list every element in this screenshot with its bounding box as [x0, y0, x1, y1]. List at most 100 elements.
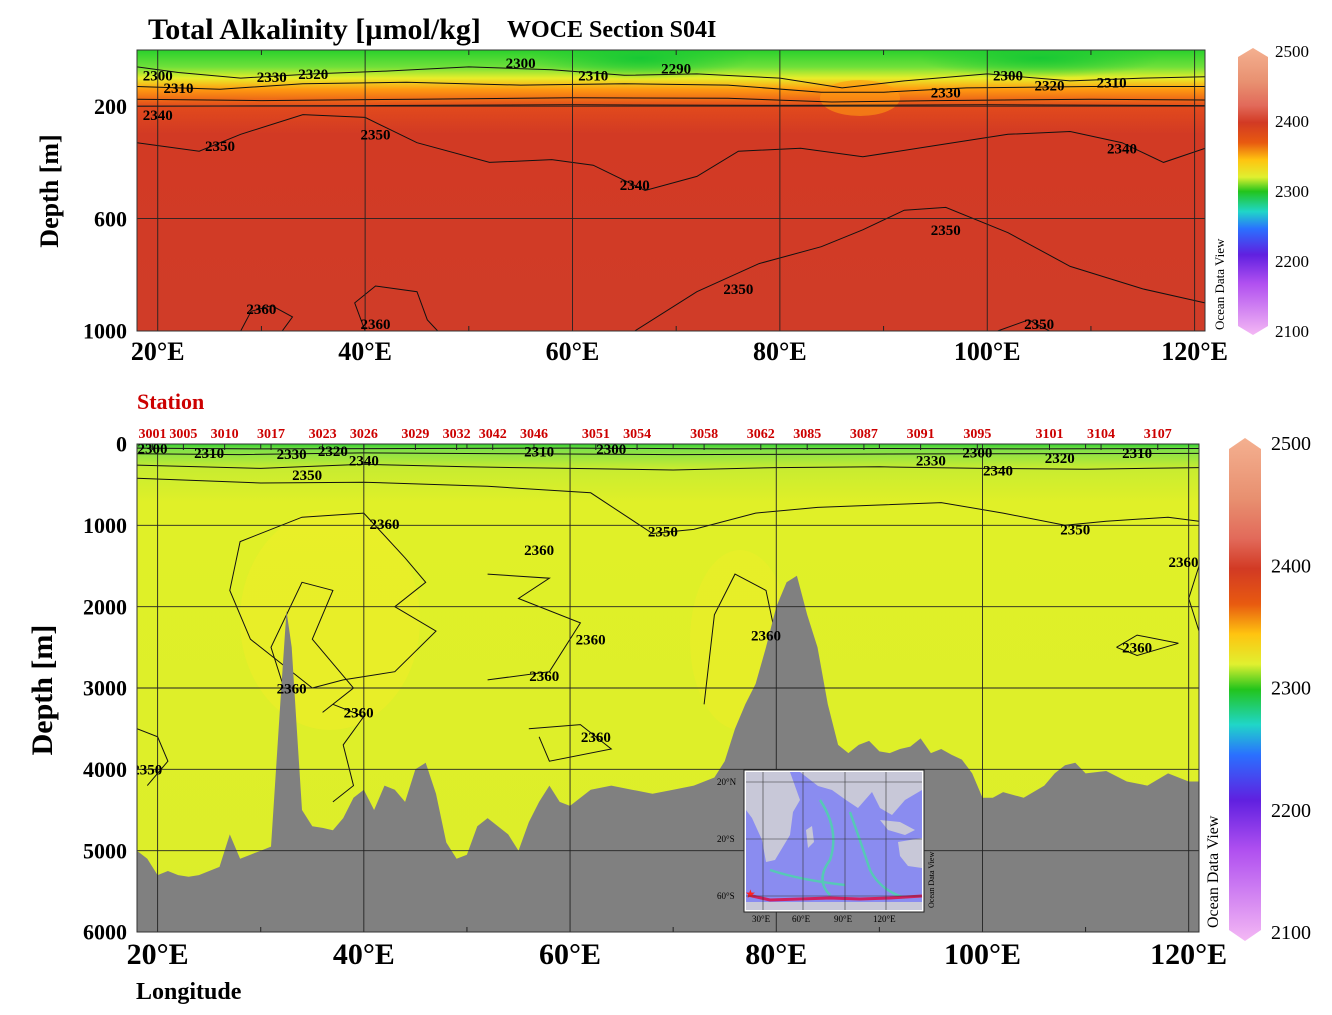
contour-label: 2360 [277, 681, 307, 697]
x-tick-label: 20°E [131, 337, 185, 366]
contour-label: 2310 [194, 446, 224, 462]
contour-label: 2300 [993, 69, 1023, 85]
inset-map: ★ 20°N 20°S 60°S 30°E 60°E 90°E 120°E Oc… [717, 770, 936, 924]
colorbar-tick-label: 2500 [1271, 433, 1311, 455]
contour-label: 2330 [916, 454, 946, 470]
contour-label: 2360 [581, 730, 611, 746]
y-tick-label: 6000 [83, 920, 127, 945]
y-tick-label: 2000 [83, 594, 127, 619]
contour-label: 2300 [506, 56, 536, 72]
contour-label: 2350 [648, 524, 678, 540]
contour-label: 2330 [277, 447, 307, 463]
x-tick-label: 120°E [1161, 337, 1228, 366]
station-heading: Station [137, 389, 204, 414]
colorbar-tick-label: 2200 [1271, 800, 1311, 822]
contour-label: 2320 [318, 444, 348, 460]
y-tick-label: 1000 [83, 319, 127, 344]
bottom-panel: 2300 2310 2330 2320234023502310 230023302300… [26, 432, 1227, 1005]
contour-label: 2350 [1060, 523, 1090, 539]
station-label: 3001 [138, 427, 166, 442]
inset-lon-label-60e: 60°E [792, 914, 811, 924]
x-tick-label: 120°E [1150, 938, 1227, 971]
contour-label: 2350 [360, 128, 390, 144]
colorbar-tick-label: 2400 [1275, 112, 1309, 131]
contour-label: 2350 [205, 139, 235, 155]
contour-label: 2320 [298, 67, 328, 83]
bottom-x-axis-label: Longitude [136, 979, 242, 1005]
inset-antarctic-land [746, 902, 922, 910]
contour-label: 2360 [1122, 641, 1152, 657]
bottom-colorbar: 2500 2400 2300 2200 2100 Ocean Data View [1205, 433, 1311, 944]
station-label: 3054 [623, 427, 651, 442]
y-tick-label: 4000 [83, 757, 127, 782]
top-panel: 230023102330 232023002310 2290233023002320… [35, 36, 1228, 366]
station-label: 3062 [747, 427, 775, 442]
contour-label: 2330 [257, 70, 287, 86]
y-tick-label: 200 [94, 94, 127, 119]
station-label: 3010 [211, 427, 239, 442]
inset-lon-label-90e: 90°E [834, 914, 853, 924]
bottom-yellow-patch [240, 510, 420, 730]
station-label: 3029 [401, 427, 429, 442]
station-labels: 3001 3005 3010 3017 3023 3026 3029 3032 3042 3046… [138, 427, 1171, 442]
contour-label: 2310 [1097, 76, 1127, 92]
contour-label: 2310 [524, 445, 554, 461]
contour-label: 2340 [349, 454, 379, 470]
colorbar-tick-label: 2500 [1275, 42, 1309, 61]
contour-label: 2350 [723, 282, 753, 298]
colorbar-tick-label: 2100 [1275, 322, 1309, 341]
station-label: 3058 [690, 427, 718, 442]
x-tick-label: 60°E [546, 337, 600, 366]
contour-label: 2340 [1107, 142, 1137, 158]
y-tick-label: 1000 [83, 513, 127, 538]
contour-label: 2310 [1122, 446, 1152, 462]
chart-title: Total Alkalinity [µmol/kg] [148, 13, 481, 46]
contour-label: 2360 [344, 706, 374, 722]
top-watermark: Ocean Data View [1212, 238, 1227, 330]
contour-label: 2300 [962, 445, 992, 461]
contour-label: 2300 [596, 442, 626, 458]
inset-start-marker: ★ [745, 887, 756, 901]
inset-watermark: Ocean Data View [927, 852, 936, 908]
contour-label: 2350 [292, 468, 322, 484]
top-y-axis-label: Depth [m] [35, 134, 64, 247]
contour-label: 2290 [661, 62, 691, 78]
inset-lat-label-60s: 60°S [717, 891, 735, 901]
contour-label: 2320 [1034, 78, 1064, 94]
contour-label: 2360 [1169, 555, 1199, 571]
top-colorbar-bar [1238, 48, 1268, 335]
y-tick-label: 3000 [83, 676, 127, 701]
x-tick-label: 80°E [745, 938, 807, 971]
chart-section-title: WOCE Section S04I [507, 17, 716, 43]
x-tick-label: 60°E [539, 938, 601, 971]
inset-lon-label-120e: 120°E [873, 914, 896, 924]
station-label: 3091 [907, 427, 935, 442]
top-green-patch [920, 38, 1160, 78]
station-label: 3032 [443, 427, 471, 442]
inset-lon-label-30e: 30°E [752, 914, 771, 924]
inset-lat-label-20n: 20°N [717, 777, 737, 787]
contour-label: 2360 [751, 628, 781, 644]
bottom-watermark: Ocean Data View [1205, 815, 1222, 928]
colorbar-tick-label: 2300 [1271, 678, 1311, 700]
x-tick-label: 100°E [944, 938, 1021, 971]
station-label: 3087 [850, 427, 878, 442]
contour-label: 2360 [576, 632, 606, 648]
contour-label: 2360 [524, 543, 554, 559]
colorbar-tick-label: 2200 [1275, 252, 1309, 271]
station-label: 3023 [309, 427, 337, 442]
y-tick-label: 0 [116, 432, 127, 457]
contour-label: 2340 [620, 178, 650, 194]
top-x-ticks: 20°E 40°E 60°E 80°E 100°E 120°E [131, 337, 1228, 366]
contour-label: 2310 [578, 69, 608, 85]
y-tick-label: 600 [94, 206, 127, 231]
y-tick-label: 5000 [83, 838, 127, 863]
x-tick-label: 100°E [954, 337, 1021, 366]
station-label: 3104 [1087, 427, 1115, 442]
x-tick-label: 20°E [127, 938, 189, 971]
top-y-ticks: 200 600 1000 [83, 94, 127, 344]
station-label: 3051 [582, 427, 610, 442]
station-label: 3005 [169, 427, 197, 442]
x-tick-label: 80°E [753, 337, 807, 366]
